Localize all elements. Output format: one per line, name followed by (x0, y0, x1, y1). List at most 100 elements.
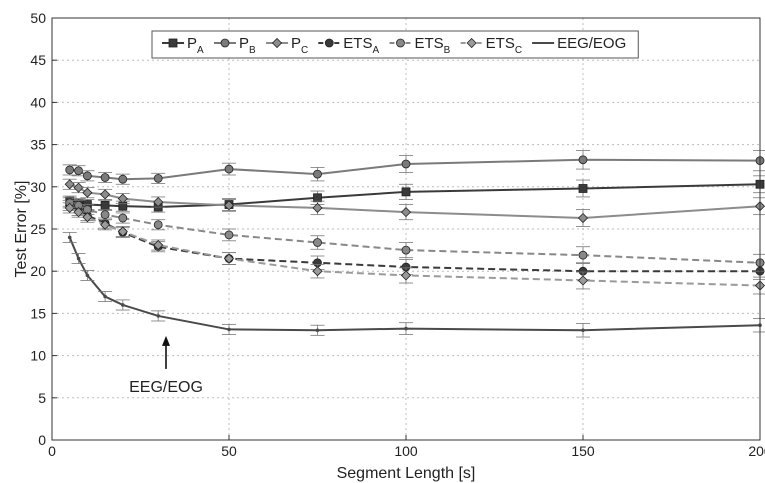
data-point (82, 187, 93, 198)
data-point (118, 213, 128, 223)
legend-label: EEG/EOG (557, 35, 626, 52)
legend-label: PB (239, 35, 256, 56)
data-point (65, 165, 75, 175)
legend-label: ETSC (486, 35, 522, 56)
data-point (581, 328, 585, 333)
data-point (73, 182, 84, 193)
data-point (153, 173, 163, 183)
legend-item: PB (214, 35, 256, 56)
tick-labels: 0 5 10 15 20 25 30 35 40 45 50 0 50 100 150 200 (30, 10, 765, 459)
data-point (578, 184, 588, 193)
data-point (313, 238, 322, 247)
annotation: EEG/EOG (129, 335, 203, 396)
legend-item: PC (266, 35, 308, 56)
y-tick-label: 45 (30, 52, 46, 68)
annotation-label: EEG/EOG (129, 379, 203, 396)
data-point (224, 230, 234, 240)
legend-swatch-marker (466, 37, 477, 49)
annotation-arrow-head (162, 335, 170, 346)
data-point (85, 273, 90, 278)
data-point (578, 250, 588, 260)
legend-item: EEG/EOG (532, 35, 626, 52)
series-line (69, 206, 761, 287)
data-point (153, 220, 163, 230)
y-tick-label: 25 (30, 221, 46, 237)
data-point (223, 200, 235, 211)
data-point (117, 226, 128, 237)
legend-label: ETSA (343, 35, 379, 56)
series-p-c (62, 178, 765, 227)
data-point (82, 212, 93, 223)
legend-label: PA (187, 35, 204, 56)
data-point (401, 245, 411, 255)
series-ets-c (62, 202, 765, 295)
data-point (100, 200, 110, 210)
data-point (118, 174, 128, 184)
data-point (404, 326, 408, 331)
data-point (153, 239, 164, 251)
plot-frame (51, 17, 761, 441)
data-point (577, 212, 589, 224)
data-point (224, 164, 234, 174)
x-tick-label: 150 (571, 443, 595, 459)
legend-swatch-marker (271, 37, 283, 49)
data-point (400, 207, 412, 218)
data-point (100, 173, 110, 182)
legend-label: ETSB (414, 35, 450, 56)
data-point (103, 294, 107, 299)
series-eeg-eog (62, 231, 765, 338)
y-tick-label: 50 (30, 10, 46, 26)
x-axis-label: Segment Length [s] (337, 465, 476, 482)
data-point (313, 169, 322, 179)
data-point (400, 270, 412, 281)
series-p-b (62, 150, 765, 185)
legend-label: PC (291, 35, 308, 56)
data-point (83, 171, 92, 181)
x-tick-label: 50 (221, 443, 237, 459)
y-tick-label: 15 (30, 305, 46, 321)
legend-box (151, 30, 639, 59)
y-tick-label: 35 (30, 137, 46, 153)
data-point (313, 193, 322, 203)
data-point (153, 196, 164, 208)
legend-swatch-marker (168, 38, 178, 48)
data-point (67, 235, 72, 240)
data-point (312, 266, 323, 277)
legend-item: PA (162, 35, 204, 56)
data-point (315, 328, 320, 333)
y-tick-label: 0 (38, 432, 46, 448)
y-tick-label: 40 (30, 94, 46, 110)
data-point (401, 187, 411, 197)
data-point (121, 303, 125, 307)
series-p-a (62, 175, 765, 213)
series-line (69, 158, 761, 181)
data-point (100, 210, 110, 220)
x-tick-label: 100 (394, 443, 418, 459)
series-layer (62, 150, 765, 338)
data-point (223, 253, 235, 264)
data-point (227, 327, 231, 332)
data-point (156, 314, 160, 318)
legend: PA PB PC ETSA ETSB ETSC EEG/EOG (151, 30, 639, 59)
y-tick-label: 30 (30, 179, 46, 195)
data-point (117, 193, 128, 204)
legend-item: ETSC (460, 35, 522, 56)
data-point (100, 219, 111, 230)
legend-swatch-marker (220, 38, 230, 48)
series-line (68, 237, 761, 332)
data-point (578, 155, 588, 165)
y-axis-label: Test Error [%] (13, 181, 30, 278)
y-tick-label: 20 (30, 263, 46, 279)
x-tick-label: 200 (748, 443, 765, 459)
legend-swatch-marker (396, 38, 405, 48)
data-point (312, 202, 323, 213)
data-point (64, 179, 75, 190)
legend-swatch-marker (324, 38, 334, 48)
data-point (577, 275, 589, 286)
data-point (76, 256, 81, 261)
legend-item: ETSB (389, 35, 451, 56)
series-line (69, 183, 761, 220)
y-tick-label: 10 (30, 348, 46, 364)
data-point (401, 159, 411, 169)
